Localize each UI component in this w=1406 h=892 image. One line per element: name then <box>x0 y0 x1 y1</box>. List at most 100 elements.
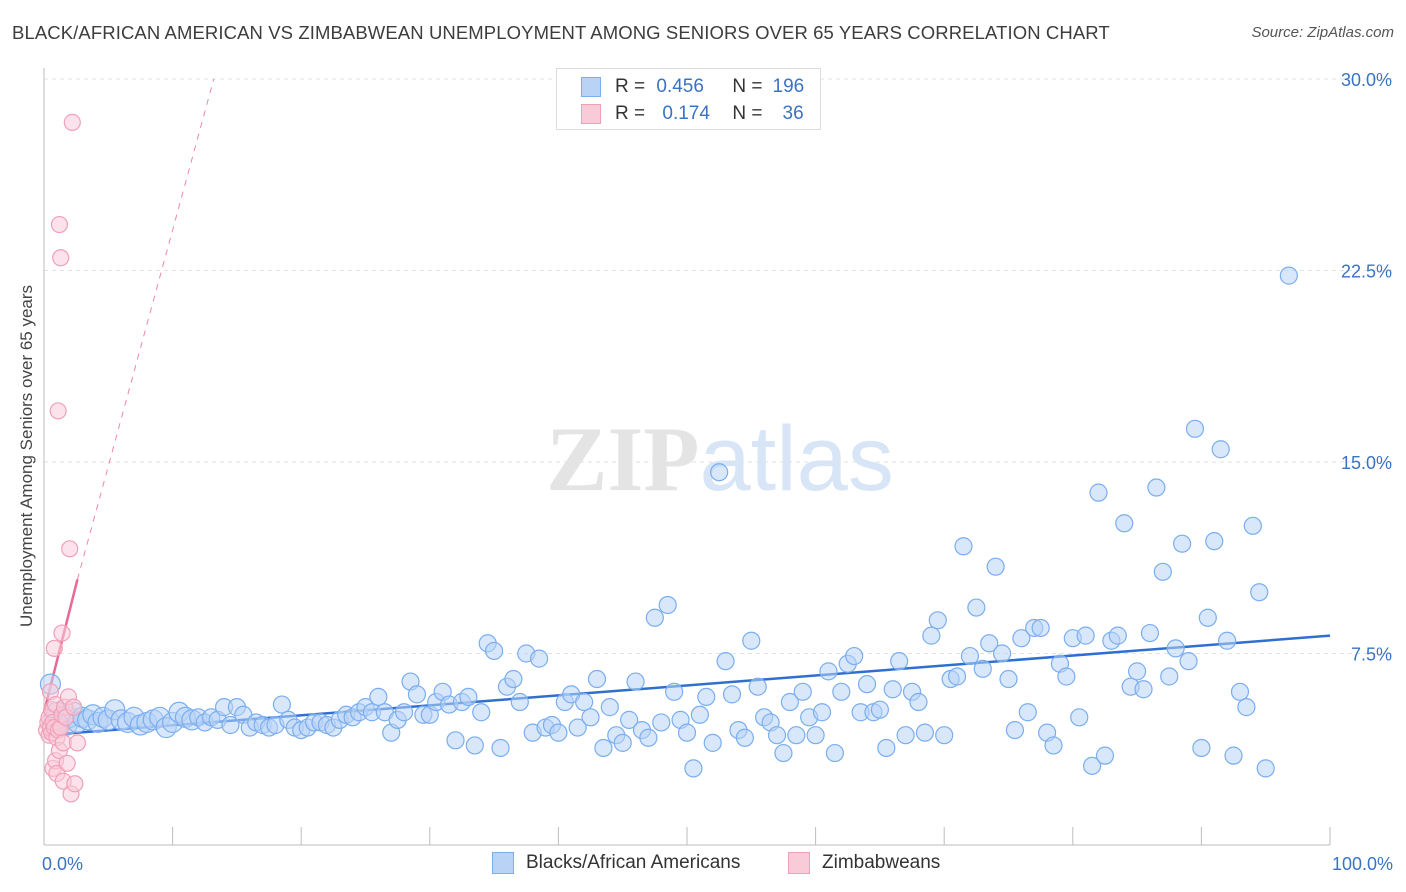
point-blacks <box>1115 514 1134 533</box>
point-blacks <box>1031 618 1050 638</box>
point-blacks <box>890 652 909 671</box>
point-blacks <box>581 708 600 727</box>
legend-swatch-blacks <box>581 77 601 97</box>
point-blacks <box>928 611 947 630</box>
legend-row-blacks: R = 0.456 N = 196 <box>581 75 804 99</box>
data-points <box>37 113 1298 803</box>
point-blacks <box>748 677 767 696</box>
point-blacks <box>793 682 812 701</box>
point-blacks <box>845 646 864 666</box>
point-blacks <box>697 687 716 707</box>
point-blacks <box>806 726 825 745</box>
point-blacks <box>935 726 954 745</box>
bottom-legend-blacks: Blacks/African Americans <box>492 852 740 874</box>
bottom-legend-label-zimbabweans: Zimbabweans <box>822 852 941 873</box>
point-blacks <box>459 687 478 707</box>
legend-r-value: 0.174 <box>662 103 710 124</box>
point-zimbabweans <box>68 734 87 752</box>
point-blacks <box>1166 639 1185 658</box>
point-blacks <box>665 682 684 701</box>
legend-n-label: N = <box>732 76 763 97</box>
point-blacks <box>1082 756 1102 775</box>
point-zimbabweans <box>61 540 79 558</box>
point-blacks <box>1012 629 1031 648</box>
point-blacks <box>999 669 1018 689</box>
point-blacks <box>992 644 1012 663</box>
point-zimbabweans <box>45 639 63 657</box>
point-blacks <box>465 736 484 755</box>
point-blacks <box>896 726 915 745</box>
point-blacks <box>883 680 902 699</box>
point-blacks <box>1005 720 1025 740</box>
point-blacks <box>1243 516 1262 535</box>
point-blacks <box>960 646 980 666</box>
point-blacks <box>1076 626 1095 645</box>
point-blacks <box>446 731 465 750</box>
point-blacks <box>677 723 697 742</box>
point-blacks <box>832 682 851 701</box>
point-blacks <box>1185 419 1205 438</box>
legend-row-zimbabweans: R = 0.174 N = 36 <box>581 102 804 126</box>
point-blacks <box>1179 652 1198 671</box>
point-blacks <box>620 710 639 729</box>
point-zimbabweans <box>52 249 70 267</box>
point-blacks <box>716 652 735 671</box>
point-zimbabweans <box>64 698 83 716</box>
point-blacks <box>1153 562 1172 581</box>
point-blacks <box>1057 667 1076 686</box>
point-blacks <box>272 695 292 714</box>
point-blacks <box>549 723 568 742</box>
y-tick-label: 30.0% <box>1341 70 1392 90</box>
point-blacks <box>1198 608 1217 627</box>
point-blacks <box>1044 736 1063 755</box>
point-blacks <box>1140 623 1160 643</box>
point-blacks <box>735 728 754 747</box>
point-blacks <box>1250 583 1269 602</box>
point-blacks <box>1230 682 1250 701</box>
point-blacks <box>510 692 529 712</box>
point-blacks <box>504 669 523 689</box>
point-blacks <box>568 718 587 737</box>
point-blacks <box>1095 746 1115 765</box>
point-blacks <box>947 667 967 686</box>
point-blacks <box>587 669 607 689</box>
bottom-legend-swatch-blacks <box>492 852 514 874</box>
point-blacks <box>986 557 1005 576</box>
point-blacks <box>767 726 787 745</box>
point-blacks <box>575 692 594 712</box>
point-blacks <box>1147 478 1166 497</box>
point-blacks <box>922 626 941 645</box>
point-blacks <box>825 743 844 763</box>
y-tick-label: 22.5% <box>1341 262 1392 282</box>
source-label: Source: ZipAtlas.com <box>1251 24 1394 41</box>
y-tick-label: 15.0% <box>1341 453 1392 473</box>
tick-labels: 7.5% 15.0% 22.5% 30.0% 0.0% 100.0% <box>42 70 1393 874</box>
point-blacks <box>600 698 619 717</box>
bottom-legend-swatch-zimbabweans <box>788 852 810 874</box>
trend-line-zimbabweans-extension <box>76 78 215 580</box>
point-blacks <box>594 738 613 758</box>
point-zimbabweans <box>63 113 81 132</box>
point-blacks <box>645 608 664 627</box>
point-blacks <box>221 715 240 735</box>
point-zimbabweans <box>53 624 71 642</box>
point-blacks <box>1256 759 1275 778</box>
point-blacks <box>1205 532 1224 551</box>
point-blacks <box>491 738 510 758</box>
point-blacks <box>703 733 722 752</box>
point-blacks <box>1089 483 1108 502</box>
point-blacks <box>812 703 832 722</box>
point-blacks <box>954 537 973 556</box>
point-blacks <box>1224 746 1243 765</box>
y-tick-label: 7.5% <box>1351 645 1392 665</box>
point-blacks <box>1127 662 1147 681</box>
point-blacks <box>530 649 549 668</box>
legend-swatch-zimbabweans <box>581 104 601 124</box>
legend: R = 0.456 N = 196 R = 0.174 N = 36 <box>556 68 821 130</box>
point-blacks <box>394 703 414 722</box>
legend-n-label: N = <box>732 103 763 124</box>
x-tick-label-min: 0.0% <box>42 854 83 874</box>
point-blacks <box>787 726 806 745</box>
legend-n-value: 196 <box>772 76 805 97</box>
point-blacks <box>909 692 928 712</box>
